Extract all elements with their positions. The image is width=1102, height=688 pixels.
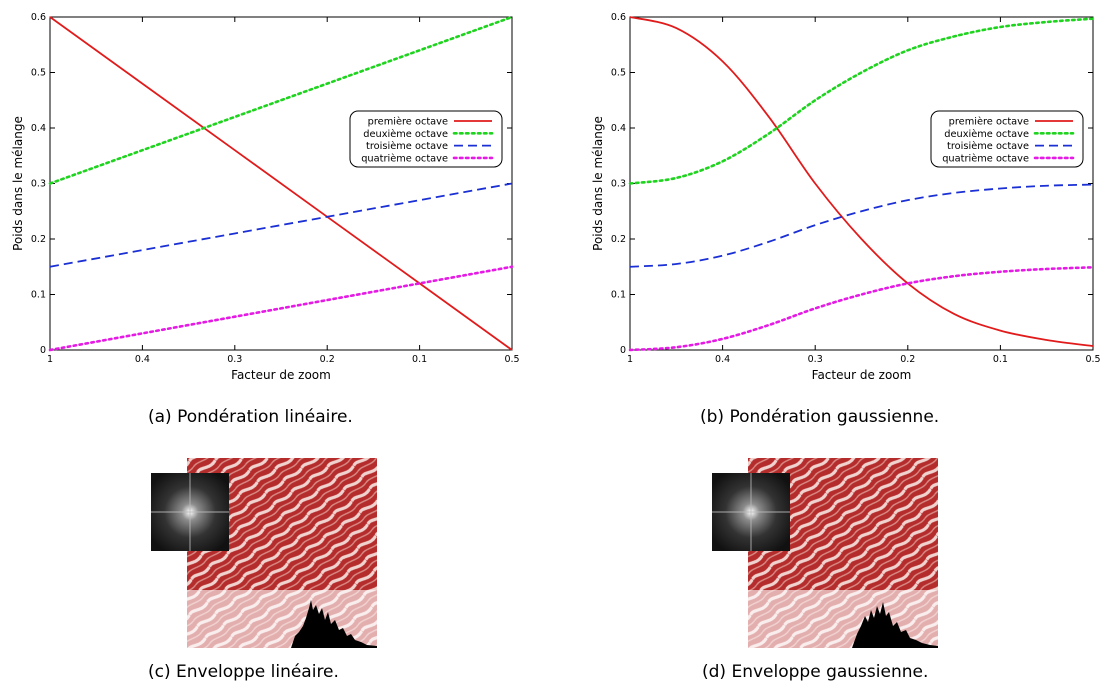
x-tick-label: 0.3 <box>808 354 823 365</box>
caption-c: (c) Enveloppe linéaire. <box>148 662 339 682</box>
fourier-spectrum-image <box>151 473 229 551</box>
y-tick-label: 0.2 <box>31 234 46 245</box>
legend-label: quatrième octave <box>942 152 1029 164</box>
x-axis-label: Facteur de zoom <box>231 368 331 382</box>
y-tick-label: 0.4 <box>31 123 46 134</box>
histogram-image <box>852 602 938 648</box>
x-tick-label: 0.5 <box>504 354 519 365</box>
series-line-1 <box>629 16 1094 348</box>
y-tick-label: 0.5 <box>611 68 626 79</box>
y-tick-label: 0.1 <box>611 290 626 301</box>
y-tick-label: 0.4 <box>611 123 626 134</box>
y-tick-label: 0.3 <box>31 179 46 190</box>
series-line-2 <box>628 17 1095 185</box>
x-tick-label: 1 <box>627 354 633 365</box>
series-line-3 <box>629 183 1094 268</box>
legend-label: deuxième octave <box>944 128 1029 140</box>
legend-label: deuxième octave <box>363 128 448 140</box>
y-tick-label: 0.6 <box>31 12 46 23</box>
series-line-4 <box>48 265 514 352</box>
legend-box <box>930 110 1084 168</box>
y-tick-label: 0.6 <box>611 12 626 23</box>
legend-label: première octave <box>949 116 1029 128</box>
x-tick-label: 0.2 <box>320 354 335 365</box>
x-tick-label: 0.1 <box>993 354 1008 365</box>
fourier-spectrum-image <box>712 473 790 551</box>
y-tick-label: 0.5 <box>31 68 46 79</box>
series-line-3 <box>49 182 513 268</box>
series-line-2 <box>48 15 514 185</box>
chart-gaussian-weighting: 0 0.1 0.2 0.3 0.4 0.5 0.6 1 0.4 0.3 0.2 0.1 0.5 Facte… <box>591 12 1101 382</box>
histogram-image <box>291 600 377 648</box>
texture-figure-linear <box>151 458 377 648</box>
x-tick-label: 1 <box>47 354 53 365</box>
x-tick-label: 0.2 <box>900 354 915 365</box>
y-tick-label: 0.2 <box>611 234 626 245</box>
y-tick-label: 0.1 <box>31 290 46 301</box>
plot-frame <box>629 16 1094 351</box>
legend-box <box>349 110 503 168</box>
y-tick-label: 0.3 <box>611 179 626 190</box>
x-tick-label: 0.4 <box>715 354 730 365</box>
legend-label: troisième octave <box>947 140 1029 152</box>
x-tick-label: 0.1 <box>412 354 427 365</box>
y-axis-label: Poids dans le mélange <box>11 116 25 251</box>
y-tick-label: 0 <box>620 345 626 356</box>
legend-label: quatrième octave <box>361 152 448 164</box>
legend-label: troisième octave <box>366 140 448 152</box>
x-axis-label: Facteur de zoom <box>812 368 912 382</box>
x-tick-label: 0.4 <box>135 354 150 365</box>
legend-label: première octave <box>368 116 448 128</box>
y-axis-label: Poids dans le mélange <box>591 116 605 251</box>
chart-linear-weighting: 0 0.1 0.2 0.3 0.4 0.5 0.6 1 0.4 0.3 0.2 0.1 0.5 Facte… <box>11 12 520 382</box>
series-line-1 <box>49 16 513 351</box>
series-line-4 <box>628 266 1095 352</box>
caption-d: (d) Enveloppe gaussienne. <box>702 662 929 682</box>
x-tick-label: 0.5 <box>1085 354 1100 365</box>
texture-figure-gaussian <box>712 458 938 648</box>
caption-b: (b) Pondération gaussienne. <box>700 407 940 427</box>
caption-a: (a) Pondération linéaire. <box>148 407 353 427</box>
y-tick-label: 0 <box>40 345 46 356</box>
x-tick-label: 0.3 <box>227 354 242 365</box>
